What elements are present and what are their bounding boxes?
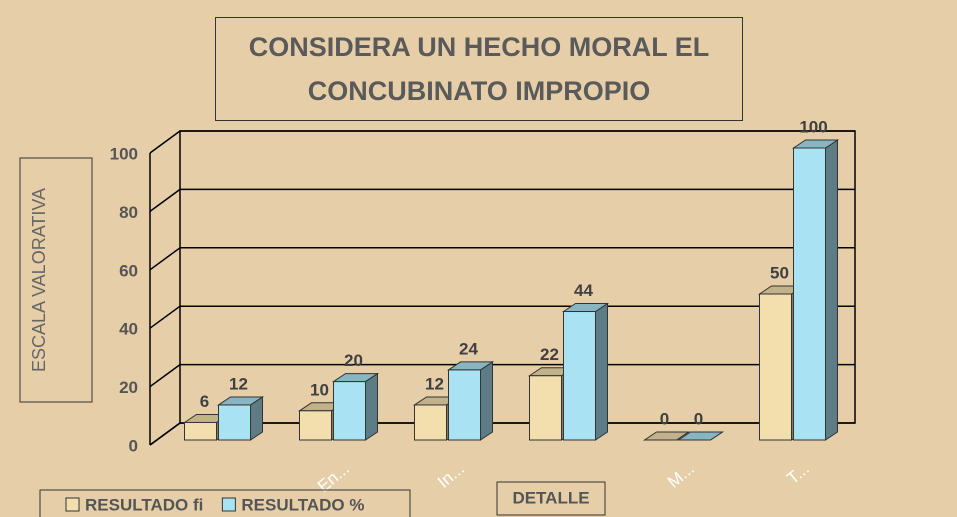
data-label: 0 [660,409,669,428]
x-tick-label: T... [783,459,813,488]
bar-side [595,302,608,441]
bar-front [448,369,481,441]
bar-front [299,410,332,441]
bar [446,360,495,441]
legend-box [39,489,411,517]
grid-line [149,188,181,213]
x-label-box [496,481,606,516]
y-tick-label: 20 [119,378,138,397]
bar [791,139,840,441]
data-label: 0 [694,409,703,428]
data-label: 10 [310,380,329,399]
data-label: 20 [344,351,363,370]
legend-label: RESULTADO % [241,495,364,514]
bar [561,302,610,441]
y-tick-label: 0 [129,436,138,455]
y-tick-label: 40 [119,320,138,339]
bar-top [642,431,691,441]
bar-front [184,421,217,441]
legend-label: RESULTADO fi [85,495,203,514]
bar-front [333,381,366,441]
data-label: 6 [200,392,209,411]
bar-top [676,431,725,441]
x-tick-label: In... [434,459,468,492]
bar-front [793,147,826,441]
legend-swatch [221,497,236,512]
bar-front [529,375,562,441]
bar-front [759,293,792,441]
bar-front [414,404,447,441]
grid-line [149,247,181,271]
legend-swatch [65,497,80,512]
chart-title: CONSIDERA UN HECHO MORAL EL CONCUBINATO … [215,17,743,121]
data-label: 44 [574,281,593,300]
bar-side [825,139,838,441]
back-wall [179,130,856,424]
bar [642,431,691,441]
data-label: 100 [799,117,827,136]
y-tick-label: 80 [119,203,138,222]
y-axis-label: ESCALA VALORATIVA [29,188,49,372]
bar [216,396,265,441]
x-tick-label: M... [664,459,698,492]
data-label: 22 [540,345,559,364]
bar-front [563,311,596,441]
bar-front [218,404,251,441]
data-label: 12 [229,374,248,393]
grid-line [149,305,181,329]
data-label: 50 [770,263,789,282]
x-axis-label: DETALLE [512,488,589,507]
grid-line [149,422,181,446]
data-label: 24 [459,339,478,358]
y-label-box [19,157,93,403]
bar-side [365,372,378,441]
bar-side [480,360,493,441]
bar [676,431,725,441]
bar [331,372,380,441]
y-tick-label: 60 [119,261,138,280]
data-label: 12 [425,374,444,393]
grid-line [149,130,181,154]
y-tick-label: 100 [110,144,138,163]
grid-line [149,363,181,388]
